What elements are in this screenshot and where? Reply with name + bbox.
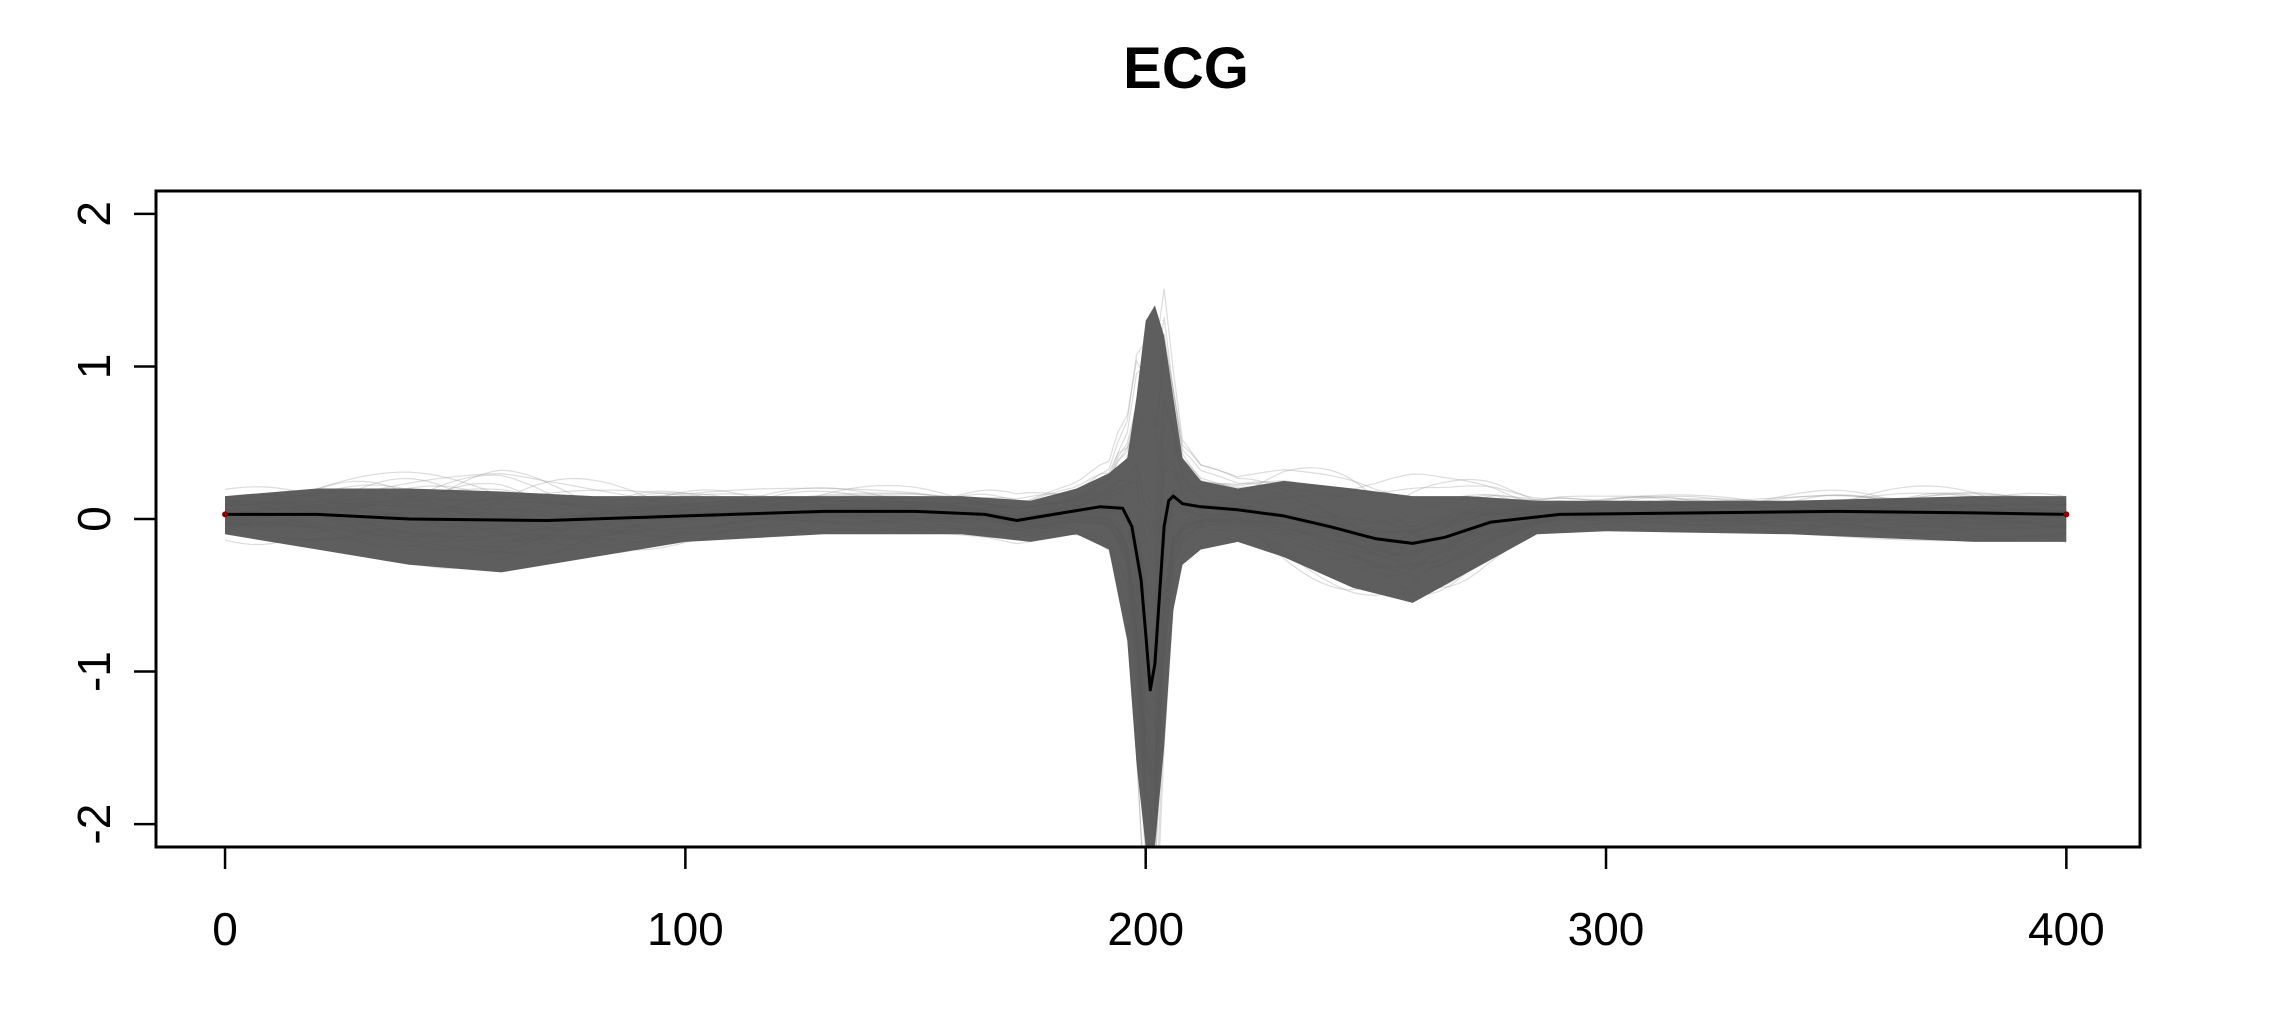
x-tick-label: 100 bbox=[647, 903, 724, 955]
x-axis: 0 100 200 300 400 bbox=[212, 845, 2105, 955]
x-tick-label: 300 bbox=[1568, 903, 1645, 955]
x-tick-label: 0 bbox=[212, 903, 238, 955]
y-tick-label: 0 bbox=[68, 506, 120, 532]
mean-curve bbox=[225, 494, 2067, 692]
x-tick-label: 400 bbox=[2028, 903, 2105, 955]
y-tick-label: 1 bbox=[68, 354, 120, 380]
mean-endpoint-marker bbox=[2063, 511, 2070, 518]
dense-curve-band bbox=[225, 305, 2067, 847]
x-tick-label: 200 bbox=[1107, 903, 1184, 955]
plot-area bbox=[222, 288, 2070, 847]
y-tick-label: 2 bbox=[68, 201, 120, 227]
y-tick-label: -2 bbox=[68, 804, 120, 845]
mean-endpoint-marker bbox=[222, 511, 229, 518]
y-tick-label: -1 bbox=[68, 651, 120, 692]
chart-title: ECG bbox=[1123, 36, 1249, 101]
y-axis: -2 -1 0 1 2 bbox=[68, 201, 158, 845]
